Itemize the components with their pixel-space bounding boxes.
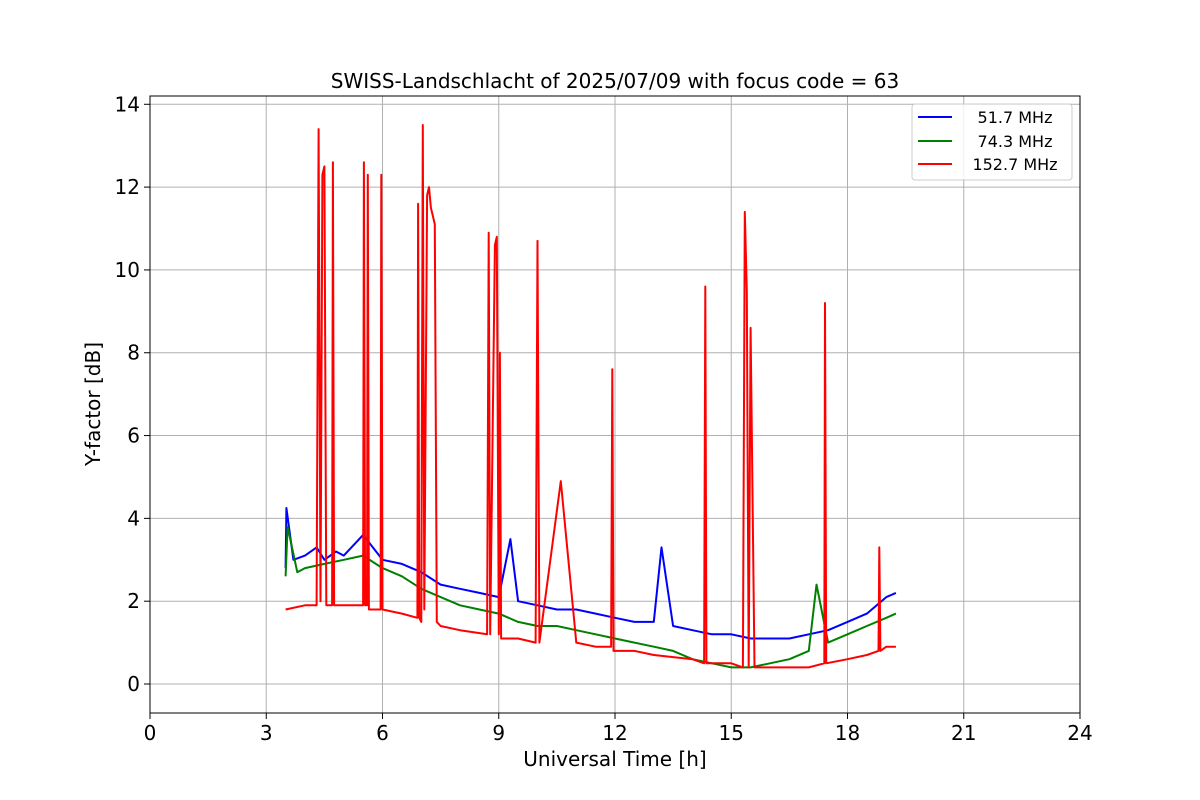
x-tick-label: 6 (376, 721, 389, 745)
y-tick-label: 2 (127, 589, 140, 613)
y-tick-label: 14 (115, 92, 140, 116)
legend-label-51-7: 51.7 MHz (978, 108, 1053, 127)
x-tick-label: 12 (602, 721, 627, 745)
series-line-152-7-mhz (285, 124, 896, 669)
x-axis: 0 3 6 9 12 15 18 21 24 (144, 713, 1093, 745)
y-tick-label: 10 (115, 258, 140, 282)
y-tick-label: 8 (127, 341, 140, 365)
chart-title: SWISS-Landschlacht of 2025/07/09 with fo… (331, 69, 899, 93)
x-axis-label: Universal Time [h] (523, 747, 706, 771)
x-tick-label: 21 (951, 721, 976, 745)
x-tick-label: 24 (1067, 721, 1092, 745)
y-tick-label: 0 (127, 672, 140, 696)
legend-box (911, 103, 1073, 181)
legend-label-74-3: 74.3 MHz (978, 132, 1053, 151)
legend-label-152-7: 152.7 MHz (972, 155, 1057, 174)
series-line-74-3-mhz (284, 525, 897, 669)
y-axis: 0 2 4 6 8 10 12 14 (115, 92, 150, 696)
plot-area (284, 124, 897, 669)
x-tick-label: 3 (260, 721, 273, 745)
legend: 51.7 MHz 74.3 MHz 152.7 MHz (911, 103, 1073, 181)
x-tick-label: 18 (835, 721, 860, 745)
series-line-51-7-mhz (284, 507, 897, 640)
x-tick-label: 15 (719, 721, 744, 745)
y-tick-label: 4 (127, 506, 140, 530)
y-axis-label: Y-factor [dB] (81, 342, 105, 467)
y-tick-label: 12 (115, 175, 140, 199)
y-tick-label: 6 (127, 424, 140, 448)
x-tick-label: 9 (492, 721, 505, 745)
x-tick-label: 0 (144, 721, 157, 745)
